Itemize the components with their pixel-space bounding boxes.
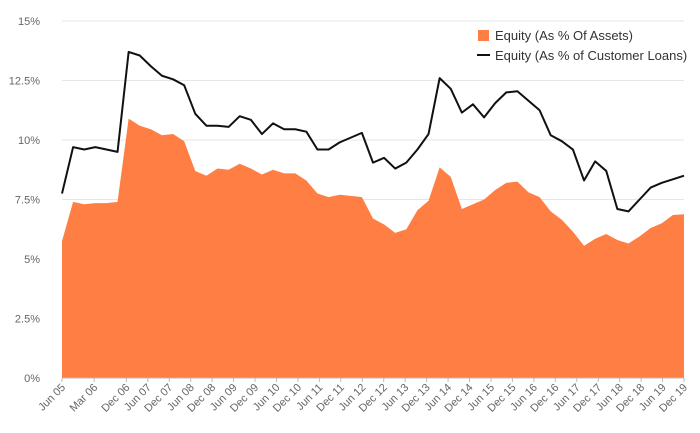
y-tick-label: 7.5% bbox=[15, 195, 40, 207]
legend-label-equity-assets: Equity (As % Of Assets) bbox=[495, 28, 633, 43]
equity-assets-area-series bbox=[62, 118, 684, 378]
y-tick-label: 0% bbox=[24, 373, 40, 385]
legend: Equity (As % Of Assets) Equity (As % of … bbox=[477, 28, 687, 63]
x-tick-label: Mar 06 bbox=[68, 382, 101, 415]
y-tick-label: 12.5% bbox=[9, 76, 40, 88]
y-tick-label: 15% bbox=[18, 16, 40, 28]
y-axis-tick-labels: 0% 2.5% 5% 7.5% 10% 12.5% 15% bbox=[9, 16, 40, 385]
y-tick-label: 10% bbox=[18, 135, 40, 147]
equity-loans-line bbox=[61, 50, 685, 213]
legend-swatch-equity-assets bbox=[478, 30, 489, 41]
equity-loans-line-series bbox=[61, 50, 685, 213]
legend-label-equity-loans: Equity (As % of Customer Loans) bbox=[495, 48, 687, 63]
y-tick-label: 5% bbox=[24, 254, 40, 266]
x-tick-label: Jun 05 bbox=[36, 382, 68, 414]
y-tick-label: 2.5% bbox=[15, 314, 40, 326]
equity-assets-area bbox=[62, 118, 684, 378]
